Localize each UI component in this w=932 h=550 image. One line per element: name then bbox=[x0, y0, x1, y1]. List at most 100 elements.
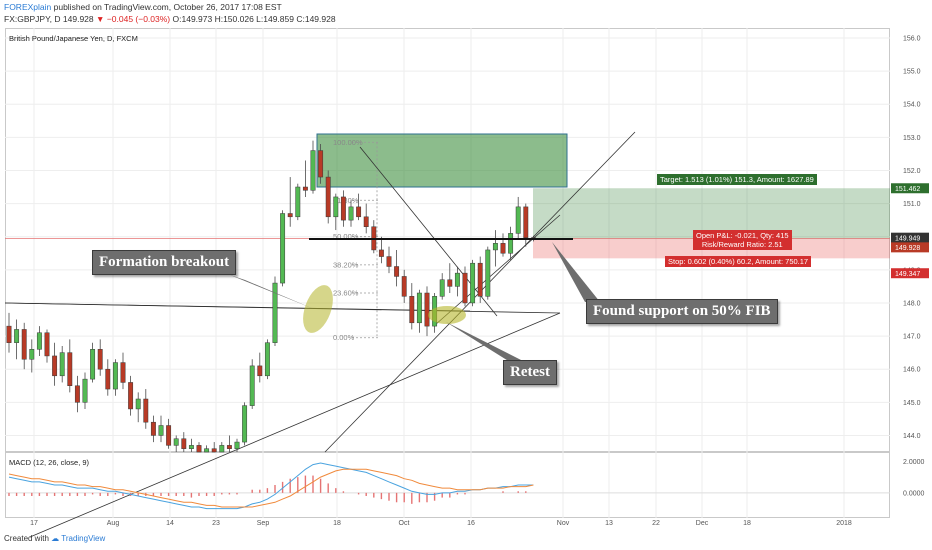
candle-body bbox=[424, 292, 430, 327]
target-price-tag-bg bbox=[891, 183, 929, 194]
x-tick-label: Dec bbox=[696, 520, 709, 527]
target-price-tag: 151.462 bbox=[891, 183, 929, 194]
candle bbox=[470, 259, 476, 307]
candle bbox=[492, 230, 498, 267]
candle bbox=[128, 375, 134, 416]
candle-body bbox=[386, 256, 392, 267]
candle bbox=[257, 352, 263, 383]
x-tick-label: Nov bbox=[557, 520, 570, 527]
x-tick-label: 18 bbox=[743, 520, 751, 527]
candle-body bbox=[188, 445, 194, 449]
candle-body bbox=[44, 332, 50, 357]
candle-body bbox=[462, 272, 468, 304]
candle-body bbox=[508, 233, 514, 254]
macd-y-tick-label: 2.0000 bbox=[903, 459, 925, 466]
y-tick-label: 155.0 bbox=[903, 69, 921, 76]
stop-label: Stop: 0.602 (0.40%) 60.2, Amount: 750.17 bbox=[665, 256, 812, 267]
candle-body bbox=[500, 243, 506, 254]
candle bbox=[242, 402, 248, 446]
candle-body bbox=[447, 279, 453, 287]
y-tick-label: 152.0 bbox=[903, 168, 921, 175]
publish-info: published on TradingView.com, October 26… bbox=[51, 2, 282, 12]
x-tick-label: 13 bbox=[605, 520, 613, 527]
candle bbox=[188, 438, 194, 452]
support-pointer bbox=[552, 242, 600, 302]
candle bbox=[386, 246, 392, 274]
signal-line bbox=[8, 468, 534, 508]
footer: Created with ☁ TradingView bbox=[4, 534, 105, 543]
symbol-label: FX:GBPJPY, D bbox=[4, 14, 61, 24]
fib-highlight-zone bbox=[316, 133, 568, 188]
candle bbox=[439, 273, 445, 300]
candle-body bbox=[378, 249, 384, 257]
candle-body bbox=[211, 448, 217, 453]
candle bbox=[287, 177, 293, 227]
candle bbox=[158, 415, 164, 443]
trend-line bbox=[434, 214, 561, 326]
candle-body bbox=[295, 186, 301, 218]
candle bbox=[424, 286, 430, 337]
candle bbox=[477, 256, 483, 303]
fib-level-label: 100.00% bbox=[333, 138, 363, 147]
fib-level-label: 0.00% bbox=[333, 333, 355, 342]
candle bbox=[462, 266, 468, 307]
candle bbox=[371, 220, 377, 254]
macd-title: MACD (12, 26, close, 9) bbox=[9, 458, 90, 467]
callout-found-support: Found support on 50% FIB bbox=[586, 299, 778, 324]
author-link[interactable]: FOREXplain bbox=[4, 2, 52, 12]
candle-body bbox=[97, 349, 103, 370]
stop-price-tag-text: 149.347 bbox=[895, 271, 920, 278]
candle-body bbox=[477, 262, 483, 297]
candle bbox=[515, 196, 521, 240]
last-close-tag: 149.949 bbox=[891, 232, 929, 243]
target-price-tag-text: 151.462 bbox=[895, 186, 920, 193]
candle bbox=[325, 170, 331, 224]
candle bbox=[447, 263, 453, 293]
candle-body bbox=[287, 213, 293, 218]
tradingview-link[interactable]: TradingView bbox=[61, 534, 106, 543]
candle bbox=[166, 418, 172, 449]
x-tick-label: Sep bbox=[257, 520, 270, 527]
y-tick-label: 156.0 bbox=[903, 35, 921, 42]
candle-body bbox=[242, 405, 248, 443]
candle-body bbox=[234, 441, 240, 449]
candle bbox=[363, 203, 369, 234]
fib-level-label: 38.20% bbox=[333, 260, 359, 269]
candle-body bbox=[105, 368, 111, 390]
candle-body bbox=[14, 329, 20, 343]
candle-body bbox=[409, 296, 415, 324]
candle bbox=[356, 193, 362, 221]
candle bbox=[234, 438, 240, 452]
down-triangle-icon: ▼ bbox=[96, 14, 105, 24]
fib-level-label: 50.00% bbox=[333, 232, 359, 241]
candle bbox=[105, 359, 111, 396]
candle-body bbox=[325, 176, 331, 218]
candle-body bbox=[143, 398, 149, 423]
candle-body bbox=[485, 249, 491, 297]
candle-body bbox=[219, 445, 225, 453]
stop-price-tag: 149.347 bbox=[891, 268, 929, 279]
candle bbox=[394, 249, 400, 287]
candle-body bbox=[416, 292, 422, 324]
candle bbox=[36, 326, 42, 356]
candle-body bbox=[439, 279, 445, 297]
y-tick-label: 146.0 bbox=[903, 367, 921, 374]
candle bbox=[249, 359, 255, 409]
target-label: Target: 1.513 (1.01%) 151.3, Amount: 162… bbox=[657, 174, 817, 185]
candle bbox=[204, 445, 210, 453]
footer-created: Created with bbox=[4, 534, 49, 543]
candle-body bbox=[226, 445, 232, 449]
price-change: −0.045 (−0.03%) bbox=[106, 14, 171, 24]
candle-body bbox=[272, 282, 278, 343]
candle-body bbox=[173, 438, 179, 446]
tradingview-logo-icon: ☁ bbox=[51, 534, 60, 543]
candle-body bbox=[21, 329, 27, 360]
candle-body bbox=[249, 365, 255, 406]
candle-body bbox=[6, 325, 12, 343]
entry-price-tag-text: 149.928 bbox=[895, 245, 920, 252]
candle bbox=[6, 312, 12, 353]
candle bbox=[211, 442, 217, 453]
rr-text: Risk/Reward Ratio: 2.51 bbox=[701, 240, 783, 249]
callout-retest: Retest bbox=[503, 360, 557, 385]
